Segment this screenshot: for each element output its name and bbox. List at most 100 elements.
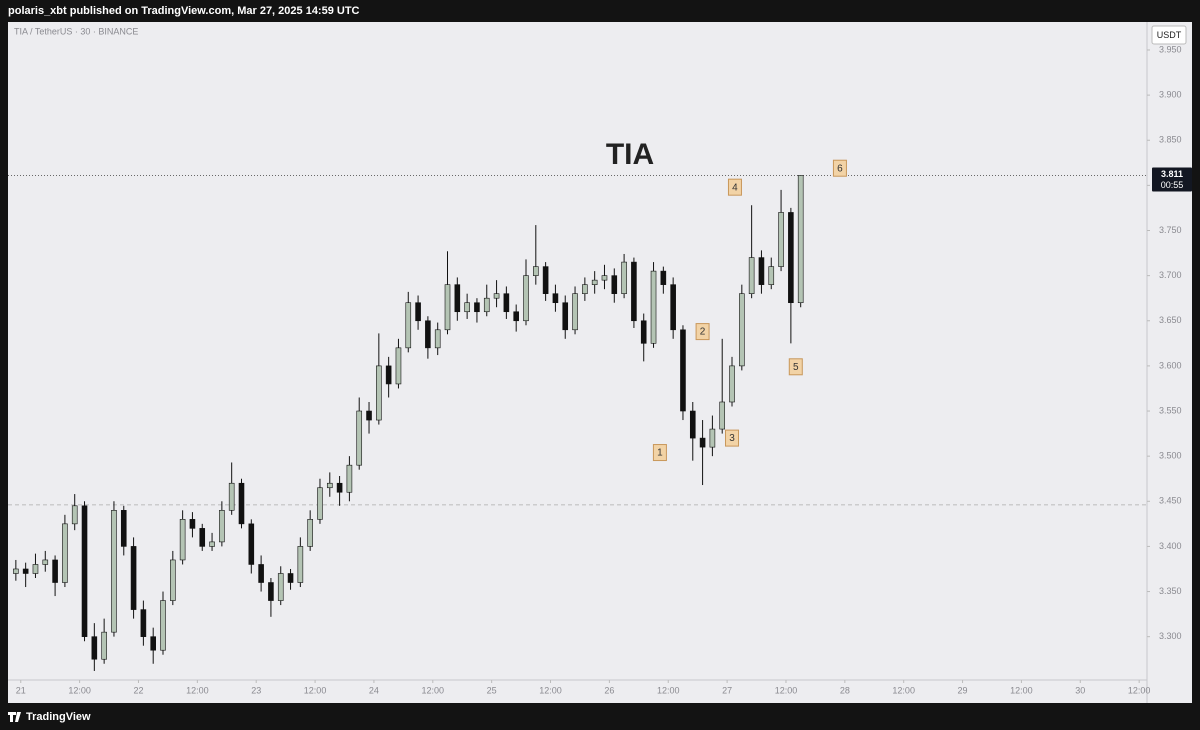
x-tick-label: 27	[722, 685, 732, 695]
symbol-label: TIA / TetherUS · 30 · BINANCE	[14, 26, 138, 36]
candle-body	[101, 631, 107, 660]
chart-title: TIA	[606, 138, 654, 171]
y-tick-label: 3.500	[1159, 451, 1182, 461]
x-tick-label: 12:00	[775, 685, 798, 695]
plot: 1 2 3 4 5 6	[8, 159, 1147, 671]
candle-body	[366, 410, 372, 421]
x-tick-label: 25	[487, 685, 497, 695]
x-tick-label: 12:00	[539, 685, 562, 695]
publish-header: polaris_xbt published on TradingView.com…	[8, 5, 360, 17]
x-tick-label: 22	[133, 685, 143, 695]
wave-label-box	[725, 429, 740, 447]
candle-body	[434, 329, 441, 349]
candle-body	[130, 546, 137, 610]
candle-body	[464, 302, 470, 313]
candle-body	[336, 482, 343, 493]
candle-body	[562, 302, 569, 331]
x-tick-label: 24	[369, 685, 379, 695]
candle-body	[542, 266, 549, 294]
y-tick-label: 3.950	[1159, 44, 1182, 54]
x-tick-label: 12:00	[186, 685, 209, 695]
y-tick-label: 3.900	[1159, 89, 1182, 99]
y-tick-label: 3.600	[1159, 360, 1182, 370]
y-tick-label: 3.850	[1159, 135, 1182, 145]
candle-body	[277, 573, 284, 601]
candle-body	[376, 365, 382, 421]
candle-body	[513, 311, 519, 322]
candle-body	[415, 302, 421, 322]
last-price-label: 3.811	[1161, 169, 1183, 179]
candle-body	[768, 266, 775, 285]
candle-body	[22, 568, 29, 574]
candle-body	[640, 320, 647, 344]
candle-body	[268, 582, 274, 601]
candle-body	[582, 284, 588, 294]
wave-label-box	[727, 178, 742, 196]
candle-body	[454, 284, 461, 313]
wave-label: 6	[837, 163, 843, 174]
candle-body	[160, 600, 166, 651]
candle-body	[523, 275, 529, 322]
wave-label-box	[695, 323, 710, 341]
candle-body	[552, 293, 559, 304]
x-tick-label: 12:00	[1010, 685, 1033, 695]
candle-body	[503, 293, 510, 313]
candle-body	[326, 482, 333, 489]
candle-body	[120, 510, 127, 547]
currency-box	[1151, 25, 1187, 45]
x-tick-label: 29	[958, 685, 968, 695]
candle-body	[346, 464, 353, 493]
candle-body	[699, 437, 706, 448]
candle-body	[719, 401, 726, 430]
candle-body	[91, 636, 98, 660]
wave-label-box	[832, 159, 847, 177]
y-tick-label: 3.300	[1159, 631, 1182, 641]
candle-body	[356, 410, 363, 466]
candle-body	[199, 528, 206, 547]
candle-body	[444, 284, 451, 331]
candle-body	[474, 302, 480, 313]
brand-logo	[8, 712, 21, 722]
x-tick-label: 30	[1075, 685, 1085, 695]
candle-body	[493, 293, 500, 299]
y-tick-label: 3.750	[1159, 225, 1182, 235]
candle-body	[287, 573, 294, 583]
chart-area	[8, 22, 1192, 703]
wave-label: 3	[729, 433, 735, 444]
x-tick-label: 28	[840, 685, 850, 695]
y-tick-label: 3.650	[1159, 315, 1182, 325]
wave-label-box	[788, 358, 803, 376]
candle-body	[317, 487, 323, 520]
candle-body	[42, 559, 49, 565]
candle-body	[739, 293, 745, 367]
wave-label: 1	[657, 448, 663, 459]
y-tick-label: 3.400	[1159, 541, 1182, 551]
x-tick-label: 12:00	[68, 685, 91, 695]
x-tick-label: 12:00	[1128, 685, 1151, 695]
candle-body	[680, 329, 686, 412]
candle-body	[797, 175, 804, 304]
candle-body	[170, 559, 176, 601]
currency-label: USDT	[1157, 30, 1182, 40]
candle-body	[660, 270, 667, 285]
candle-body	[670, 284, 676, 331]
candle-body	[13, 568, 19, 574]
candle-body	[758, 257, 765, 285]
candle-body	[179, 519, 186, 561]
candle-body	[729, 365, 735, 403]
candle-body	[52, 559, 58, 583]
candle-body	[611, 275, 618, 294]
candle-body	[189, 519, 196, 529]
candle-body	[778, 212, 784, 267]
wave-label: 5	[793, 362, 799, 373]
y-tick-label: 3.550	[1159, 405, 1182, 415]
candle-body	[32, 564, 39, 574]
candle-body	[631, 261, 637, 322]
x-tick-label: 26	[604, 685, 614, 695]
candle-body	[62, 523, 68, 583]
candle-body	[111, 510, 117, 633]
x-tick-label: 12:00	[892, 685, 915, 695]
candle-body	[483, 297, 490, 313]
candle-body	[533, 266, 539, 276]
